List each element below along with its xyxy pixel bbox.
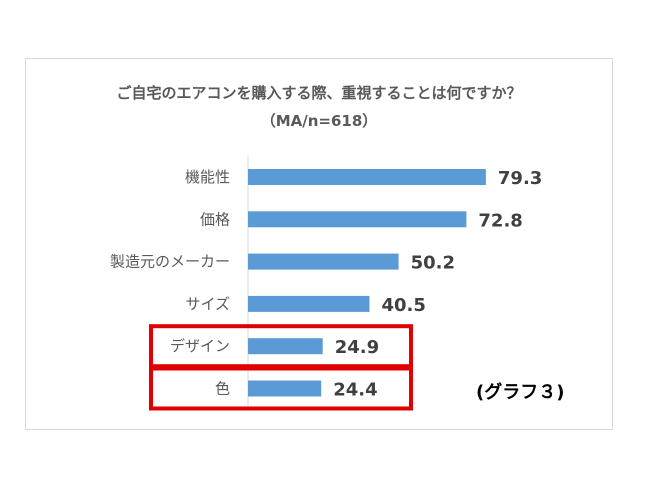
bar-3 [248, 295, 370, 312]
graph-note: (グラフ３) [476, 382, 565, 403]
value-label-2: 50.2 [411, 253, 455, 274]
bar-1 [248, 211, 467, 228]
category-label-0: 機能性 [185, 168, 230, 186]
value-label-3: 40.5 [382, 295, 426, 316]
category-label-2: 製造元のメーカー [110, 253, 230, 271]
bar-4 [248, 338, 323, 355]
value-label-1: 72.8 [478, 210, 522, 231]
highlight-box-4 [149, 324, 413, 369]
category-label-5: 色 [215, 380, 230, 398]
bar-5 [248, 380, 322, 397]
category-label-3: サイズ [185, 295, 230, 313]
bar-2 [248, 253, 399, 270]
bar-0 [248, 169, 486, 185]
category-label-1: 価格 [200, 210, 230, 228]
chart-title: ご自宅のエアコンを購入する際、重視することは何ですか？ [116, 84, 522, 102]
category-label-4: デザイン [170, 337, 230, 355]
chart-subtitle: （MA/n=618） [260, 112, 378, 130]
value-label-0: 79.3 [498, 168, 542, 189]
highlight-box-5 [149, 366, 413, 411]
value-label-5: 24.4 [333, 380, 377, 401]
value-label-4: 24.9 [335, 337, 379, 358]
